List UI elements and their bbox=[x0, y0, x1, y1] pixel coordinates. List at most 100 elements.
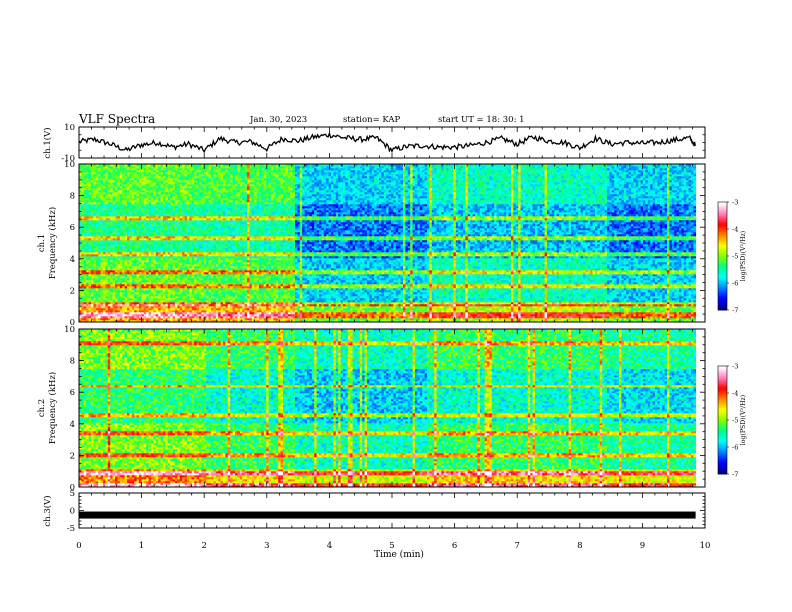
spectrogram-cell bbox=[161, 282, 164, 284]
spectrogram-cell bbox=[98, 168, 101, 170]
spectrogram-cell bbox=[93, 210, 96, 212]
spectrogram-cell bbox=[197, 204, 200, 206]
spectrogram-cell bbox=[120, 284, 123, 286]
spectrogram-cell bbox=[113, 282, 116, 284]
spectrogram-cell bbox=[117, 186, 120, 188]
spectrogram-cell bbox=[113, 250, 116, 252]
spectrogram-cell bbox=[146, 294, 149, 296]
spectrogram-cell bbox=[206, 206, 209, 208]
spectrogram-cell bbox=[194, 284, 197, 286]
spectrogram-cell bbox=[218, 234, 221, 236]
spectrogram-cell bbox=[125, 260, 128, 262]
spectrogram-cell bbox=[168, 264, 171, 266]
spectrogram-cell bbox=[134, 294, 137, 296]
spectrogram-cell bbox=[177, 246, 180, 248]
spectrogram-cell bbox=[86, 250, 89, 252]
spectrogram-cell bbox=[91, 254, 94, 256]
spectrogram-cell bbox=[86, 264, 89, 266]
spectrogram-cell bbox=[117, 260, 120, 262]
spectrogram-cell bbox=[156, 240, 159, 242]
spectrogram-cell bbox=[173, 292, 176, 294]
spectrogram-cell bbox=[98, 214, 101, 216]
spectrogram-cell bbox=[93, 262, 96, 264]
spectrogram-cell bbox=[197, 214, 200, 216]
spectrogram-cell bbox=[139, 278, 142, 280]
spectrogram-cell bbox=[98, 232, 101, 234]
spectrogram-cell bbox=[187, 318, 190, 320]
spectrogram-cell bbox=[223, 252, 226, 254]
spectrogram-cell bbox=[93, 270, 96, 272]
spectrogram-cell bbox=[177, 280, 180, 282]
spectrogram-cell bbox=[132, 216, 135, 218]
spectrogram-cell bbox=[209, 172, 212, 174]
spectrogram-cell bbox=[175, 312, 178, 314]
spectrogram-cell bbox=[137, 292, 140, 294]
spectrogram-cell bbox=[201, 178, 204, 180]
spectrogram-cell bbox=[192, 208, 195, 210]
spectrogram-cell bbox=[153, 212, 156, 214]
spectrogram-cell bbox=[211, 240, 214, 242]
spectrogram-cell bbox=[177, 260, 180, 262]
spectrogram-cell bbox=[223, 260, 226, 262]
spectrogram-cell bbox=[86, 268, 89, 270]
spectrogram-cell bbox=[113, 170, 116, 172]
spectrogram-cell bbox=[206, 176, 209, 178]
spectrogram-cell bbox=[197, 318, 200, 320]
spectrogram-cell bbox=[149, 276, 152, 278]
spectrogram-cell bbox=[103, 304, 106, 306]
spectrogram-cell bbox=[177, 308, 180, 310]
spectrogram-cell bbox=[175, 210, 178, 212]
spectrogram-cell bbox=[151, 248, 154, 250]
spectrogram-cell bbox=[110, 268, 113, 270]
spectrogram-cell bbox=[213, 202, 216, 204]
spectrogram-cell bbox=[168, 230, 171, 232]
spectrogram-cell bbox=[192, 172, 195, 174]
spectrogram-cell bbox=[125, 236, 128, 238]
spectrogram-cell bbox=[170, 198, 173, 200]
spectrogram-cell bbox=[120, 168, 123, 170]
spectrogram-cell bbox=[146, 184, 149, 186]
spectrogram-cell bbox=[120, 292, 123, 294]
spectrogram-cell bbox=[89, 226, 92, 228]
spectrogram-cell bbox=[113, 228, 116, 230]
spectrogram-cell bbox=[117, 212, 120, 214]
spectrogram-cell bbox=[213, 174, 216, 176]
spectrogram-cell bbox=[168, 294, 171, 296]
spectrogram-cell bbox=[170, 176, 173, 178]
spectrogram-cell bbox=[115, 292, 118, 294]
spectrogram-cell bbox=[144, 268, 147, 270]
spectrogram-cell bbox=[101, 220, 104, 222]
spectrogram-cell bbox=[84, 230, 87, 232]
spectrogram-cell bbox=[156, 186, 159, 188]
spectrogram-cell bbox=[115, 188, 118, 190]
spectrogram-cell bbox=[132, 218, 135, 220]
spectrogram-cell bbox=[122, 178, 125, 180]
spectrogram-cell bbox=[192, 240, 195, 242]
spectrogram-cell bbox=[120, 242, 123, 244]
spectrogram-cell bbox=[84, 260, 87, 262]
spectrogram-cell bbox=[132, 202, 135, 204]
spectrogram-cell bbox=[209, 290, 212, 292]
spectrogram-cell bbox=[223, 226, 226, 228]
spectrogram-cell bbox=[129, 278, 132, 280]
spectrogram-cell bbox=[115, 192, 118, 194]
spectrogram-cell bbox=[165, 250, 168, 252]
spectrogram-cell bbox=[144, 260, 147, 262]
spectrogram-cell bbox=[115, 224, 118, 226]
spectrogram-cell bbox=[81, 284, 84, 286]
spectrogram-cell bbox=[194, 310, 197, 312]
spectrogram-cell bbox=[139, 228, 142, 230]
spectrogram-cell bbox=[158, 214, 161, 216]
spectrogram-cell bbox=[122, 202, 125, 204]
spectrogram-cell bbox=[139, 266, 142, 268]
spectrogram-cell bbox=[84, 256, 87, 258]
spectrogram-cell bbox=[93, 194, 96, 196]
spectrogram-cell bbox=[84, 298, 87, 300]
spectrogram-cell bbox=[146, 258, 149, 260]
spectrogram-cell bbox=[101, 296, 104, 298]
spectrogram-cell bbox=[204, 302, 207, 304]
spectrogram-cell bbox=[173, 300, 176, 302]
spectrogram-cell bbox=[218, 222, 221, 224]
spectrogram-cell bbox=[144, 224, 147, 226]
spectrogram-cell bbox=[209, 260, 212, 262]
